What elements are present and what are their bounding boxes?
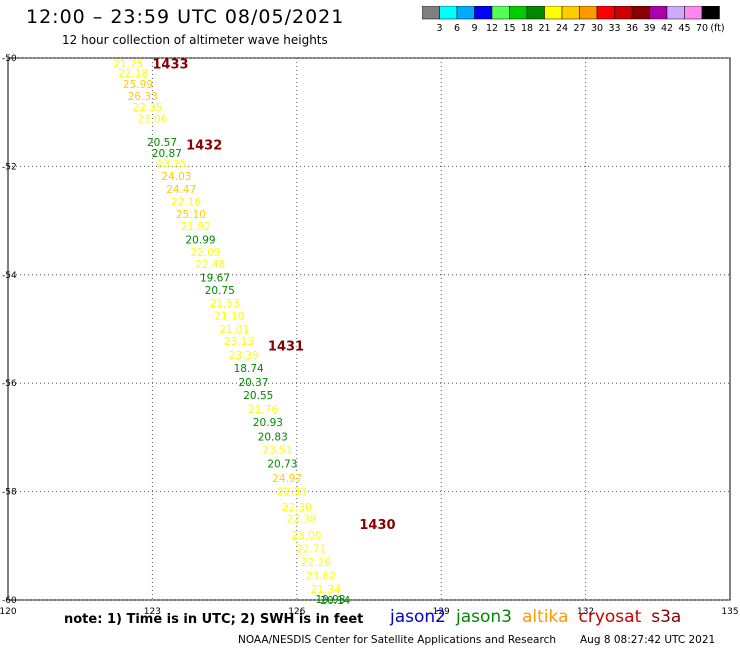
legend-label: 39 — [643, 23, 655, 34]
time-label: 1432 — [186, 139, 222, 154]
satellite-cryosat: cryosat — [578, 607, 642, 627]
legend-label: 24 — [556, 23, 568, 34]
swh-label: 20.73 — [267, 458, 297, 470]
swh-label: 21.01 — [219, 324, 249, 336]
x-tick-label: 129 — [433, 607, 450, 617]
units-note: note: 1) Time is in UTC; 2) SWH is in fe… — [64, 612, 364, 627]
swh-label: 23.06 — [137, 114, 167, 126]
satellite-jason3: jason3 — [456, 607, 512, 627]
swh-label: 23.39 — [229, 350, 259, 362]
swh-label: 26.33 — [128, 91, 158, 103]
swh-label: 22.48 — [195, 259, 225, 271]
legend-label: 36 — [626, 23, 638, 34]
swh-label: 20.87 — [152, 148, 182, 160]
swh-label: 22.33 — [277, 487, 307, 499]
swh-label: 24.97 — [272, 473, 302, 485]
swh-label: 20.37 — [238, 377, 268, 389]
swh-label: 21.75 — [113, 58, 143, 70]
swh-label: 22.71 — [296, 544, 326, 556]
swh-label: 25.99 — [123, 79, 153, 91]
legend-label: 70 — [696, 23, 708, 34]
satellite-jason2: jason2 — [390, 607, 446, 627]
swh-label: 23.62 — [306, 571, 336, 583]
legend-label: 15 — [503, 23, 515, 34]
swh-label: 19.93 — [315, 594, 345, 606]
swh-label: 23.13 — [224, 336, 254, 348]
swh-label: 22.30 — [282, 502, 312, 514]
time-label: 1433 — [152, 57, 188, 72]
swh-label: 23.51 — [263, 444, 293, 456]
swh-label: 21.10 — [214, 310, 244, 322]
y-tick-label: -56 — [2, 379, 17, 389]
swh-label: 20.93 — [253, 417, 283, 429]
swh-label: 19.67 — [200, 273, 230, 285]
swh-label: 20.83 — [258, 431, 288, 443]
page-title: 12:00 – 23:59 UTC 08/05/2021 — [26, 6, 345, 28]
legend-swatch — [701, 6, 720, 20]
y-tick-label: -54 — [2, 271, 17, 281]
swh-label: 20.57 — [147, 137, 177, 149]
swh-label: 24.03 — [161, 171, 191, 183]
swh-label: 20.14 — [320, 595, 350, 607]
legend-label: 45 — [678, 23, 690, 34]
swh-label: 21.34 — [311, 584, 341, 596]
legend-label: (ft) — [710, 23, 724, 34]
y-tick-label: -58 — [2, 488, 17, 498]
footer-timestamp: Aug 8 08:27:42 UTC 2021 — [580, 634, 716, 646]
legend-label: 12 — [486, 23, 498, 34]
swh-label: 18.74 — [234, 363, 264, 375]
swh-label: 21.53 — [210, 298, 240, 310]
swh-label: 24.47 — [166, 184, 196, 196]
legend-label: 27 — [573, 23, 585, 34]
satellite-altika: altika — [522, 607, 569, 627]
swh-label: 22.09 — [190, 247, 220, 259]
y-tick-label: -50 — [2, 54, 17, 64]
swh-label: 20.75 — [205, 285, 235, 297]
legend-label: 3 — [436, 23, 442, 34]
legend-label: 18 — [521, 23, 533, 34]
legend-label: 6 — [454, 23, 460, 34]
x-tick-label: 126 — [288, 607, 305, 617]
swh-label: 25.10 — [176, 209, 206, 221]
color-scale-legend: 3 6 9 12 15 18 21 24 27 30 33 36 39 42 45 70 (ft) — [422, 6, 725, 34]
swh-label: 21.92 — [181, 221, 211, 233]
legend-label: 33 — [608, 23, 620, 34]
legend-label: 9 — [471, 23, 477, 34]
time-label: 1430 — [359, 518, 395, 533]
swh-label: 22.16 — [171, 197, 201, 209]
satellite-key: jason2 jason3 altika cryosat s3a — [390, 607, 691, 627]
swh-label: 20.99 — [186, 235, 216, 247]
legend-label: 21 — [538, 23, 550, 34]
y-tick-label: -60 — [2, 596, 17, 606]
y-tick-label: -52 — [2, 162, 17, 172]
swh-label: 22.38 — [287, 514, 317, 526]
swh-label: 22.18 — [118, 68, 148, 80]
swh-label: 23.25 — [157, 159, 187, 171]
swh-label: 21.76 — [248, 404, 278, 416]
x-tick-label: 135 — [721, 607, 738, 617]
satellite-s3a: s3a — [651, 607, 682, 627]
swh-label: 20.55 — [243, 390, 273, 402]
page-subtitle: 12 hour collection of altimeter wave hei… — [62, 33, 328, 47]
time-label: 1431 — [268, 339, 304, 354]
x-tick-label: 132 — [577, 607, 594, 617]
footer-credit: NOAA/NESDIS Center for Satellite Applica… — [238, 634, 556, 646]
x-tick-label: 120 — [0, 607, 17, 617]
x-tick-label: 123 — [144, 607, 161, 617]
legend-label: 30 — [591, 23, 603, 34]
swh-label: 22.26 — [301, 557, 331, 569]
legend-label: 42 — [661, 23, 673, 34]
swh-label: 23.00 — [291, 530, 321, 542]
swh-label: 22.35 — [133, 102, 163, 114]
